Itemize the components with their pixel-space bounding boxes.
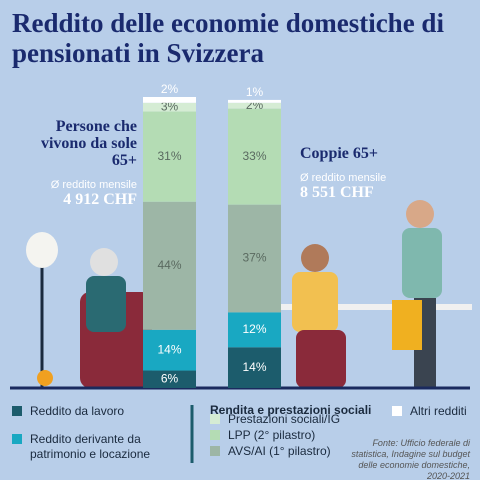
bar-segment: [143, 329, 196, 371]
legend-swatch: [12, 434, 22, 444]
legend-swatch: [210, 414, 220, 424]
person: [402, 228, 442, 298]
category-label: Persone che vivono da sole 65+: [40, 118, 137, 169]
legend-swatch: [12, 406, 22, 416]
legend-item: LPP (2° pilastro): [210, 428, 380, 443]
income-amount: 8 551 CHF: [300, 184, 374, 201]
value-label: 6%: [161, 371, 179, 385]
category-block: Persone che vivono da sole 65+ Ø reddito …: [20, 118, 137, 209]
bar-segment: [228, 204, 281, 313]
legend-label: Altri redditi: [410, 404, 467, 418]
value-label: 31%: [157, 149, 181, 163]
legend-label: LPP (2° pilastro): [228, 428, 316, 442]
legend-label: Reddito da lavoro: [30, 404, 125, 418]
lamp-shade: [26, 232, 58, 268]
income-amount: 4 912 CHF: [63, 191, 137, 208]
value-label: 14%: [242, 360, 266, 374]
legend-swatch: [392, 406, 402, 416]
yarn: [37, 370, 53, 386]
legend-item: Prestazioni sociali/IG: [210, 412, 380, 427]
chart-title: Reddito delle economie domestiche di pen…: [12, 8, 444, 68]
legend-swatch: [210, 430, 220, 440]
person: [296, 330, 346, 388]
legend-swatch: [210, 446, 220, 456]
legend-item: Reddito da lavoro: [12, 404, 182, 419]
category-label: Coppie 65+: [300, 145, 379, 162]
bar-segment: [228, 102, 281, 109]
income-label: Ø reddito mensile: [50, 179, 137, 191]
bar-segment: [228, 99, 281, 103]
legend-item: AVS/AI (1° pilastro): [210, 444, 380, 459]
value-label: 37%: [242, 251, 266, 265]
value-label: 44%: [157, 258, 181, 272]
bar-segment: [143, 97, 196, 103]
table: [272, 304, 472, 310]
bar-segment: [143, 102, 196, 112]
legend-label: Prestazioni sociali/IG: [228, 412, 341, 426]
value-label: 12%: [242, 322, 266, 336]
value-label: 2%: [161, 82, 179, 96]
person: [90, 248, 118, 276]
person: [301, 244, 329, 272]
legend-label: Reddito derivante da patrimonio e locazi…: [30, 432, 151, 461]
value-label: 3%: [161, 99, 179, 113]
value-label: 33%: [242, 149, 266, 163]
bar-segment: [228, 347, 281, 388]
bar-segment: [228, 312, 281, 348]
person: [292, 272, 338, 332]
value-label: 1%: [246, 85, 264, 99]
bar-segment: [143, 111, 196, 202]
category-block: Coppie 65+ Ø reddito mensile 8 551 CHF: [300, 145, 420, 202]
income-label: Ø reddito mensile: [300, 172, 387, 184]
decor: [10, 200, 472, 463]
person: [406, 200, 434, 228]
source: Fonte: Ufficio federale di statistica, I…: [351, 438, 470, 480]
legend-item: Reddito derivante da patrimonio e locazi…: [12, 432, 192, 462]
bar-segment: [143, 201, 196, 330]
legend-group-title: Rendita e prestazioni sociali: [210, 403, 372, 417]
legend-label: AVS/AI (1° pilastro): [228, 444, 331, 458]
chair: [392, 300, 422, 350]
person: [86, 276, 126, 332]
bar-segment: [228, 108, 281, 205]
value-label: 14%: [157, 342, 181, 356]
legend-item: Altri redditi: [392, 404, 480, 419]
bar-segment: [143, 370, 196, 388]
